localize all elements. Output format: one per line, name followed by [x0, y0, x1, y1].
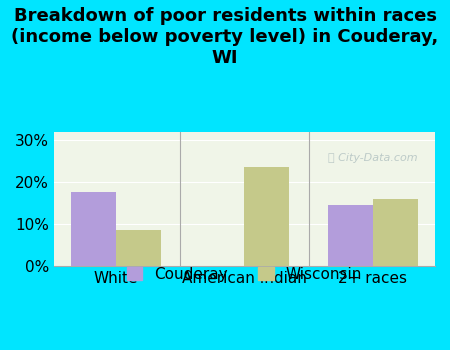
- Text: Breakdown of poor residents within races
(income below poverty level) in Coudera: Breakdown of poor residents within races…: [11, 7, 439, 66]
- Bar: [71, 193, 116, 266]
- Bar: [244, 167, 289, 266]
- Legend: Couderay, Wisconsin: Couderay, Wisconsin: [121, 260, 368, 288]
- Bar: [116, 230, 161, 266]
- Bar: [373, 199, 418, 266]
- Text: ⓒ City-Data.com: ⓒ City-Data.com: [328, 153, 418, 163]
- Bar: [328, 205, 373, 266]
